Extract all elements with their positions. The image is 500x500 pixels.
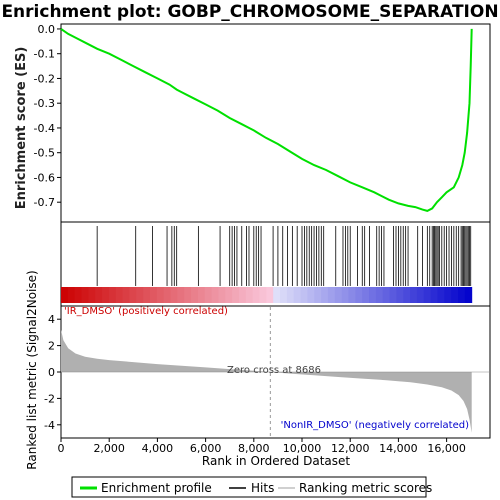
colorbar-segment xyxy=(465,287,472,303)
metric-area xyxy=(61,330,472,433)
es-ytick-label: -0.4 xyxy=(34,122,55,135)
colorbar-segment xyxy=(150,287,157,303)
neg-corr-label: 'NonIR_DMSO' (negatively correlated) xyxy=(281,420,469,431)
colorbar-segment xyxy=(164,287,171,303)
colorbar-segment xyxy=(376,287,383,303)
colorbar-segment xyxy=(328,287,335,303)
colorbar-segment xyxy=(82,287,89,303)
metric-ytick-label: -4 xyxy=(44,419,55,432)
hits-layer xyxy=(61,226,472,303)
colorbar-segment xyxy=(458,287,465,303)
colorbar-segment xyxy=(348,287,355,303)
colorbar-segment xyxy=(232,287,239,303)
xtick-label: 4,000 xyxy=(142,442,174,455)
es-ytick-label: -0.3 xyxy=(34,97,55,110)
colorbar-segment xyxy=(123,287,130,303)
colorbar-segment xyxy=(184,287,191,303)
colorbar-segment xyxy=(246,287,253,303)
es-layer: 0.0 -0.1 -0.2 -0.3 -0.4 -0.5 -0.6 -0.7 xyxy=(34,23,472,211)
es-ylabel: Enrichment score (ES) xyxy=(14,47,29,210)
colorbar-segment xyxy=(383,287,390,303)
colorbar-segment xyxy=(301,287,308,303)
x-axis-label: Rank in Ordered Dataset xyxy=(202,454,350,468)
colorbar-segment xyxy=(212,287,219,303)
colorbar-segment xyxy=(88,287,95,303)
colorbar-segment xyxy=(171,287,178,303)
xtick-label: 0 xyxy=(58,442,65,455)
es-ytick-label: -0.7 xyxy=(34,196,55,209)
colorbar-segment xyxy=(225,287,232,303)
es-ytick-label: -0.6 xyxy=(34,171,55,184)
colorbar-segment xyxy=(266,287,273,303)
colorbar-segment xyxy=(287,287,294,303)
colorbar-segment xyxy=(61,287,68,303)
colorbar-segment xyxy=(321,287,328,303)
colorbar-segment xyxy=(410,287,417,303)
colorbar-segment xyxy=(136,287,143,303)
colorbar-segment xyxy=(129,287,136,303)
colorbar-segment xyxy=(191,287,198,303)
es-ytick-label: -0.5 xyxy=(34,147,55,160)
colorbar-segment xyxy=(280,287,287,303)
colorbar-segment xyxy=(143,287,150,303)
colorbar-segment xyxy=(218,287,225,303)
legend: Enrichment profile Hits Ranking metric s… xyxy=(72,477,432,497)
xtick-label: 16,000 xyxy=(427,442,466,455)
colorbar-segment xyxy=(68,287,75,303)
colorbar-segment xyxy=(335,287,342,303)
colorbar-segment xyxy=(362,287,369,303)
colorbar-segment xyxy=(102,287,109,303)
colorbar-segment xyxy=(239,287,246,303)
colorbar-segment xyxy=(157,287,164,303)
colorbar-segment xyxy=(253,287,260,303)
colorbar-segment xyxy=(314,287,321,303)
colorbar-segment xyxy=(417,287,424,303)
es-profile-line xyxy=(61,29,472,211)
colorbar-segment xyxy=(294,287,301,303)
colorbar-segment xyxy=(342,287,349,303)
colorbar-segment xyxy=(307,287,314,303)
colorbar-segment xyxy=(424,287,431,303)
colorbar-segment xyxy=(369,287,376,303)
metric-ytick-label: 4 xyxy=(48,313,55,326)
metric-ytick-label: -2 xyxy=(44,392,55,405)
colorbar-segment xyxy=(403,287,410,303)
legend-metric-label: Ranking metric scores xyxy=(299,481,432,495)
es-ytick-label: -0.1 xyxy=(34,48,55,61)
colorbar-segment xyxy=(177,287,184,303)
colorbar-segment xyxy=(259,287,266,303)
pos-corr-label: 'IR_DMSO' (positively correlated) xyxy=(64,306,228,317)
chart-title: Enrichment plot: GOBP_CHROMOSOME_SEPARAT… xyxy=(1,2,498,22)
metric-ylabel: Ranked list metric (Signal2Noise) xyxy=(25,270,39,469)
colorbar-segment xyxy=(109,287,116,303)
colorbar-segment xyxy=(451,287,458,303)
metric-ytick-label: 2 xyxy=(48,340,55,353)
colorbar-segment xyxy=(198,287,205,303)
legend-hits-label: Hits xyxy=(251,481,274,495)
colorbar-segment xyxy=(95,287,102,303)
colorbar-segment xyxy=(444,287,451,303)
xtick-label: 2,000 xyxy=(93,442,125,455)
es-ytick-label: -0.2 xyxy=(34,72,55,85)
legend-profile-label: Enrichment profile xyxy=(101,481,212,495)
x-axis: 0 2,000 4,000 6,000 8,000 10,000 12,000 14,000 1… xyxy=(58,438,466,455)
metric-ytick-label: 0 xyxy=(48,366,55,379)
colorbar-segment xyxy=(205,287,212,303)
es-panel-frame xyxy=(61,24,490,222)
colorbar-segment xyxy=(431,287,438,303)
colorbar-segment xyxy=(75,287,82,303)
colorbar-segment xyxy=(273,287,280,303)
es-ytick-label: 0.0 xyxy=(38,23,56,36)
colorbar-segment xyxy=(390,287,397,303)
colorbar-segment xyxy=(396,287,403,303)
colorbar-segment xyxy=(116,287,123,303)
zero-cross-label: Zero cross at 8686 xyxy=(227,365,321,376)
colorbar-segment xyxy=(355,287,362,303)
xtick-label: 14,000 xyxy=(379,442,418,455)
colorbar-segment xyxy=(437,287,444,303)
